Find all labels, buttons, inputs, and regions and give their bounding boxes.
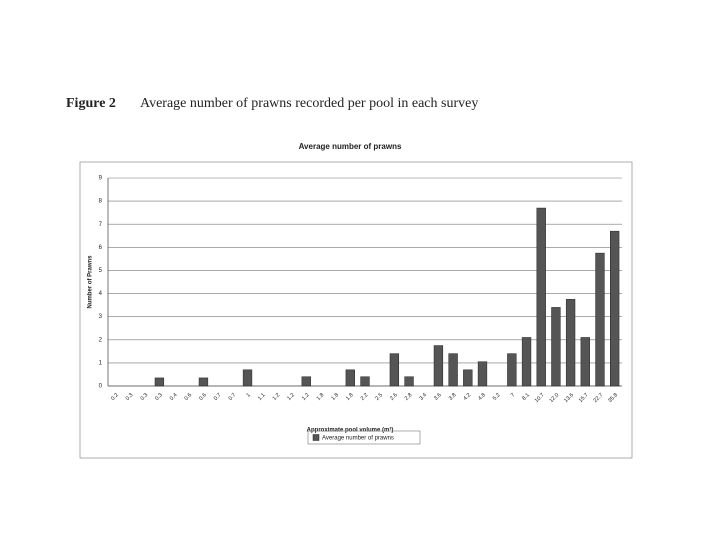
y-tick-label: 1	[99, 360, 103, 366]
x-tick-label: 1.8	[330, 392, 340, 402]
y-tick-label: 6	[99, 245, 103, 251]
x-tick-label: 1.2	[272, 392, 282, 402]
bar	[595, 252, 605, 387]
x-axis-label: Approximate pool volume (m³)	[307, 427, 394, 434]
bar	[198, 377, 209, 387]
x-tick-label: 22.7	[593, 392, 605, 404]
x-tick-label: 3.4	[419, 392, 429, 402]
legend-box	[307, 430, 421, 445]
figure-label: Figure 2	[66, 96, 116, 111]
x-tick-label: 0.7	[228, 392, 238, 402]
bar	[565, 299, 576, 387]
bar	[610, 230, 620, 387]
bar	[360, 376, 370, 387]
y-tick-label: 9	[99, 176, 103, 182]
x-tick-label: 3.6	[433, 392, 443, 402]
x-tick-label: 7	[510, 392, 516, 398]
chart-frame	[79, 161, 633, 459]
legend-label: Average number of prawns	[322, 436, 394, 442]
x-tick-label: 4.8	[477, 392, 487, 402]
x-tick-label: 0.6	[198, 392, 208, 402]
x-tick-label: 1.2	[301, 392, 311, 402]
x-tick-label: 2.6	[389, 392, 399, 402]
y-axis-label: Number of Prawns	[88, 255, 94, 309]
x-tick-label: 35.8	[607, 392, 619, 404]
x-tick-label: 0.6	[184, 392, 194, 402]
chart-title: Average number of prawns	[299, 142, 402, 151]
bar	[580, 337, 590, 387]
figure-caption: Average number of prawns recorded per po…	[140, 96, 478, 111]
bar	[551, 307, 561, 387]
x-tick-label: 4.2	[463, 392, 473, 402]
bar	[154, 377, 165, 387]
bar	[536, 207, 546, 387]
x-tick-label: 2.5	[374, 392, 384, 402]
x-tick-label: 8.1	[521, 392, 531, 402]
y-tick-label: 5	[99, 268, 103, 274]
y-tick-label: 0	[99, 384, 103, 390]
bar	[242, 369, 253, 387]
bar	[301, 376, 311, 387]
bar	[433, 345, 444, 387]
y-tick-label: 4	[99, 291, 103, 297]
x-tick-label: 10.7	[534, 392, 546, 404]
bar	[345, 369, 355, 387]
x-tick-label: 3.8	[448, 392, 458, 402]
bar	[448, 353, 458, 387]
x-tick-label: 5.2	[492, 392, 502, 402]
bar	[389, 353, 400, 387]
bar	[521, 337, 532, 387]
y-tick-label: 3	[99, 314, 103, 320]
x-tick-label: 2.2	[360, 392, 370, 402]
x-tick-label: 0.3	[154, 392, 164, 402]
x-tick-label: 1.2	[286, 392, 296, 402]
x-tick-label: 1.8	[316, 392, 326, 402]
y-tick-label: 8	[99, 199, 103, 205]
y-tick-label: 2	[99, 337, 103, 343]
x-tick-label: 13.6	[563, 392, 575, 404]
x-tick-label: 1.8	[345, 392, 355, 402]
x-tick-label: 1.1	[257, 392, 267, 402]
bar	[477, 361, 488, 387]
x-tick-label: 0.3	[125, 392, 135, 402]
x-tick-label: 0.2	[110, 392, 120, 402]
x-tick-label: 1	[246, 392, 252, 398]
y-tick-label: 7	[99, 222, 103, 228]
x-tick-label: 2.8	[404, 392, 414, 402]
bar	[463, 369, 473, 387]
x-tick-label: 0.7	[213, 392, 223, 402]
x-tick-label: 12.0	[549, 392, 561, 404]
x-tick-label: 0.3	[139, 392, 149, 402]
legend-swatch	[312, 434, 320, 441]
x-tick-label: 15.7	[578, 392, 590, 404]
bar	[507, 353, 517, 387]
x-tick-label: 0.4	[169, 392, 179, 402]
bar	[404, 376, 414, 387]
